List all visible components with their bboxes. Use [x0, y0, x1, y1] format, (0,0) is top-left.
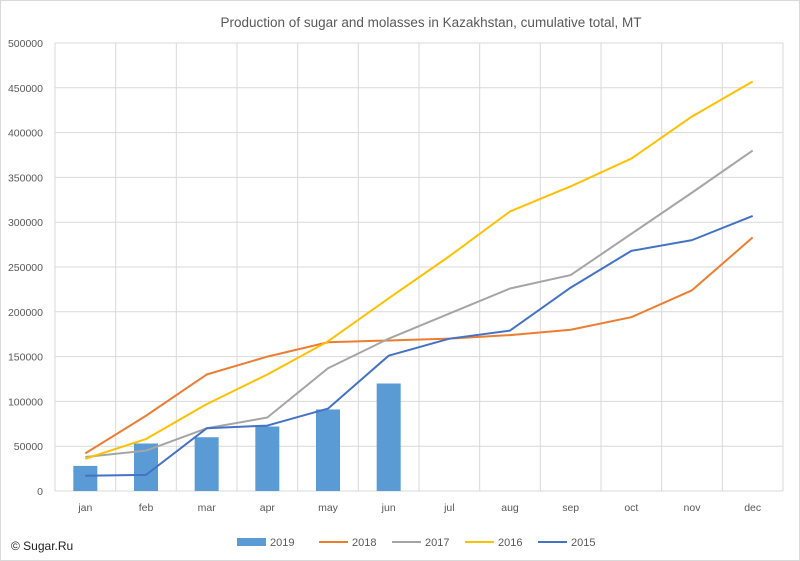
y-axis-ticks: 0 50000 100000 150000 200000 250000 300000 3500… [8, 38, 43, 498]
x-tick-label: apr [260, 502, 276, 514]
x-tick-label: jul [443, 502, 455, 514]
x-tick-label: aug [501, 502, 519, 514]
y-tick-label: 450000 [8, 83, 43, 95]
x-tick-label: sep [562, 502, 579, 514]
line-series-2016 [85, 80, 754, 460]
x-tick-label: may [318, 502, 339, 514]
legend-label: 2015 [571, 537, 595, 549]
bar-2019-may [316, 409, 340, 491]
x-tick-label: oct [624, 502, 638, 514]
legend-item-2019: 2019 [237, 537, 294, 549]
bar-2019-mar [194, 437, 219, 491]
y-tick-label: 500000 [8, 38, 43, 50]
bar-series [73, 383, 401, 491]
gridlines [54, 42, 784, 492]
line-series-2017 [85, 149, 754, 458]
y-tick-label: 350000 [8, 172, 43, 184]
y-tick-label: 50000 [14, 441, 43, 453]
line-series [84, 80, 754, 477]
legend-item-2016: 2016 [465, 537, 522, 549]
legend-item-2018: 2018 [319, 537, 376, 549]
y-tick-label: 0 [37, 486, 43, 498]
x-tick-label: mar [198, 502, 217, 514]
y-tick-label: 100000 [8, 396, 43, 408]
chart-title: Production of sugar and molasses in Kaza… [221, 15, 642, 30]
x-tick-label: jun [381, 502, 396, 514]
y-tick-label: 200000 [8, 307, 43, 319]
x-axis-ticks: jan feb mar apr may jun jul aug sep oct nov dec [77, 502, 761, 514]
legend: 2019 2018 2017 2016 2015 [237, 537, 595, 549]
legend-label: 2018 [352, 537, 376, 549]
x-tick-label: nov [684, 502, 702, 514]
y-tick-label: 400000 [8, 128, 43, 140]
bar-2019-apr [255, 426, 280, 491]
legend-swatch [237, 538, 266, 546]
legend-label: 2016 [498, 537, 522, 549]
legend-label: 2017 [425, 537, 449, 549]
credit-text: © Sugar.Ru [11, 539, 74, 553]
y-tick-label: 150000 [8, 352, 43, 364]
legend-item-2015: 2015 [538, 537, 595, 549]
y-tick-label: 250000 [8, 262, 43, 274]
bar-2019-jun [376, 383, 401, 491]
x-tick-label: jan [77, 502, 92, 514]
legend-label: 2019 [270, 537, 294, 549]
y-tick-label: 300000 [8, 217, 43, 229]
x-tick-label: dec [744, 502, 761, 514]
line-series-2015 [85, 214, 754, 477]
line-series-2018 [84, 236, 754, 455]
bar-2019-jan [73, 465, 98, 491]
x-tick-label: feb [139, 502, 154, 514]
legend-item-2017: 2017 [392, 537, 449, 549]
